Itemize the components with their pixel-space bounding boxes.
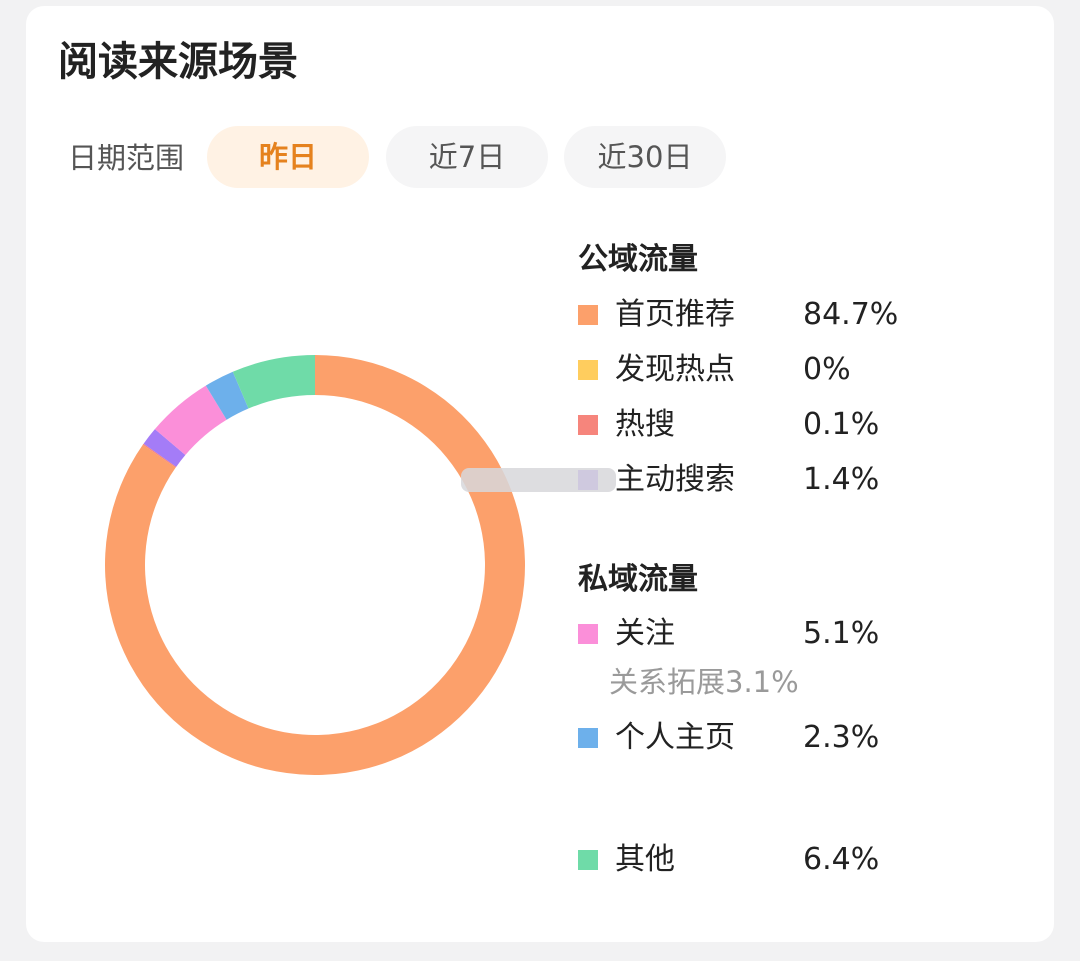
legend-value: 0% bbox=[803, 352, 851, 387]
legend-value: 2.3% bbox=[803, 720, 880, 755]
donut-slice-2 bbox=[142, 443, 177, 468]
legend-swatch bbox=[578, 305, 598, 325]
legend-section-public: 公域流量 bbox=[578, 242, 698, 277]
legend-value: 6.4% bbox=[803, 842, 880, 877]
legend-row-discover-hot: 发现热点 0% bbox=[578, 350, 1008, 390]
legend-section-private: 私域流量 bbox=[578, 562, 698, 597]
legend-row-follow: 关注 5.1% bbox=[578, 614, 1008, 654]
range-tab-7-days[interactable]: 近7日 bbox=[386, 126, 548, 188]
donut-slices bbox=[105, 355, 525, 775]
range-tab-yesterday[interactable]: 昨日 bbox=[207, 126, 369, 188]
legend-value: 84.7% bbox=[803, 297, 899, 332]
legend-row-homepage-recommend: 首页推荐 84.7% bbox=[578, 295, 1008, 335]
reading-source-card: 阅读来源场景 日期范围 昨日 近7日 近30日 公域流量 首页推荐 84.7% … bbox=[26, 6, 1054, 942]
donut-chart bbox=[105, 355, 525, 775]
legend-row-other: 其他 6.4% bbox=[578, 840, 1008, 880]
legend-swatch bbox=[578, 850, 598, 870]
donut-slice-6 bbox=[232, 355, 315, 409]
legend-name: 发现热点 bbox=[615, 352, 735, 387]
legend-name: 首页推荐 bbox=[615, 297, 735, 332]
legend-name: 其他 bbox=[615, 842, 675, 877]
legend-value: 0.1% bbox=[803, 407, 880, 442]
legend-name: 个人主页 bbox=[615, 720, 735, 755]
donut-slice-4 bbox=[154, 385, 227, 456]
legend-row-active-search: 主动搜索 1.4% bbox=[578, 460, 1008, 500]
blurred-overlay bbox=[461, 468, 616, 492]
legend-sub-note: 关系拓展3.1% bbox=[609, 665, 799, 699]
date-range-label: 日期范围 bbox=[68, 141, 185, 175]
legend-row-hot-search: 热搜 0.1% bbox=[578, 405, 1008, 445]
donut-slice-3 bbox=[143, 429, 186, 467]
card-title: 阅读来源场景 bbox=[58, 39, 298, 85]
legend-value: 1.4% bbox=[803, 462, 880, 497]
legend-swatch bbox=[578, 728, 598, 748]
range-tab-30-days[interactable]: 近30日 bbox=[564, 126, 726, 188]
legend-name: 关注 bbox=[615, 616, 675, 651]
donut-slice-5 bbox=[205, 371, 249, 420]
legend-swatch bbox=[578, 624, 598, 644]
legend-swatch bbox=[578, 360, 598, 380]
legend-name: 热搜 bbox=[615, 407, 675, 442]
legend-value: 5.1% bbox=[803, 616, 880, 651]
legend-row-profile: 个人主页 2.3% bbox=[578, 718, 1008, 758]
legend-swatch bbox=[578, 415, 598, 435]
legend-name: 主动搜索 bbox=[615, 462, 735, 497]
